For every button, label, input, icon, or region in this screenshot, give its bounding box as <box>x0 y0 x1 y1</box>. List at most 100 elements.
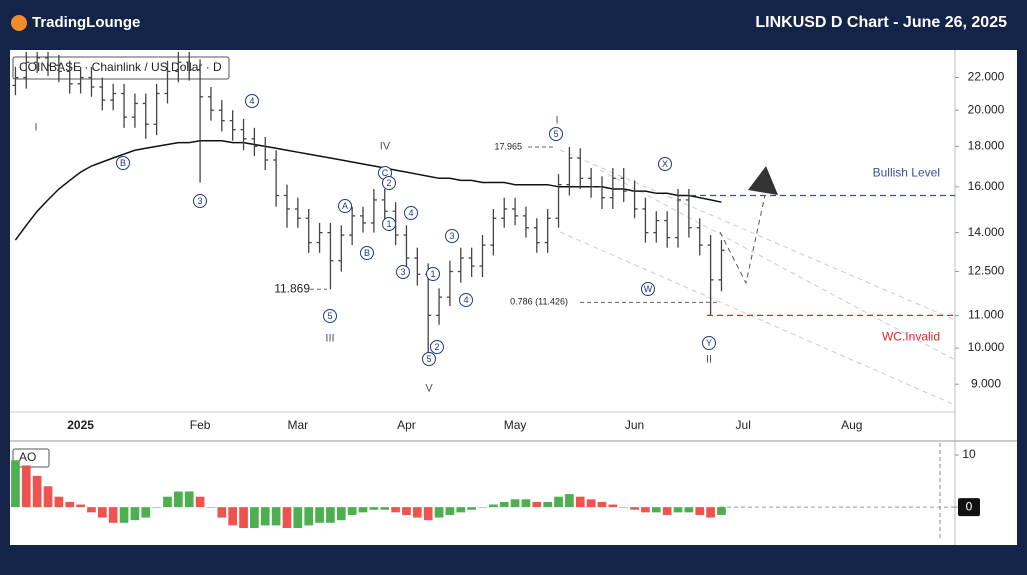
ao-bar <box>695 507 705 515</box>
wave-label: 3 <box>197 196 202 206</box>
ao-bar <box>521 499 531 508</box>
ao-bar <box>630 507 639 510</box>
wave-label: X <box>662 159 668 169</box>
ao-bar <box>499 501 509 508</box>
wave-label: A <box>342 201 348 211</box>
wave-circle <box>116 156 130 170</box>
ao-bar <box>119 507 129 523</box>
wave-label: 2 <box>386 178 391 188</box>
price-label: 17.965 <box>494 141 522 151</box>
ao-bar <box>174 491 183 508</box>
chart-panel <box>10 50 1017 545</box>
ao-bar <box>673 507 683 513</box>
wave-label: 4 <box>249 96 254 106</box>
y-tick-label: 22.000 <box>968 70 1005 84</box>
y-tick-label: 10.000 <box>968 340 1005 354</box>
ao-bar <box>423 507 433 521</box>
wave-label: 5 <box>426 354 431 364</box>
ao-bar <box>347 507 357 515</box>
wave-circle <box>549 127 563 141</box>
y-tick-label: 9.000 <box>971 376 1001 390</box>
ao-legend-box <box>12 448 50 468</box>
wave-label: I <box>555 114 558 126</box>
x-tick-label: Mar <box>288 418 309 432</box>
brand: TradingLounge <box>32 14 140 31</box>
wave-label: Y <box>706 338 712 348</box>
ao-bar <box>641 507 650 513</box>
wave-label: 3 <box>449 231 454 241</box>
ao-bar <box>717 507 726 515</box>
ao-bar <box>586 499 596 508</box>
ao-bar <box>369 507 379 510</box>
wave-label: 2 <box>434 342 439 352</box>
wave-circle <box>641 282 655 296</box>
ao-bar <box>87 507 96 513</box>
ao-bar <box>217 507 227 518</box>
projection-arrow <box>748 166 778 195</box>
price-label: 11.869 <box>274 281 310 295</box>
ao-bar <box>65 501 75 508</box>
ao-bar <box>271 507 281 526</box>
projection <box>719 194 766 285</box>
ao-bar <box>608 504 618 508</box>
price-label: 0.786 (11.426) <box>510 297 568 307</box>
y-tick-label: 11.000 <box>968 308 1004 322</box>
wave-label: I <box>34 121 37 133</box>
ao-bar <box>662 507 672 515</box>
price-pane <box>12 52 955 406</box>
y-tick-label: 16.000 <box>968 179 1005 193</box>
wave-circle <box>404 206 418 220</box>
ao-bar <box>619 507 629 508</box>
ao-bar <box>250 507 259 529</box>
wave-label: 1 <box>386 219 391 229</box>
ao-bar <box>543 501 553 508</box>
channel-line <box>599 169 955 361</box>
x-tick-label: Aug <box>841 418 862 432</box>
ao-bar <box>97 507 107 518</box>
y-tick-label: 14.000 <box>968 225 1005 239</box>
x-tick-label: May <box>504 418 527 432</box>
wave-circle <box>459 293 473 307</box>
wave-circle <box>382 176 396 190</box>
ao-bar <box>510 499 520 508</box>
wave-circle <box>430 340 444 354</box>
ao-bar <box>54 496 64 508</box>
ao-bar <box>456 507 466 513</box>
ao-bar <box>336 507 346 521</box>
ao-bar <box>76 504 85 508</box>
header-title: LINKUSD D Chart - June 26, 2025 <box>755 14 1007 31</box>
ao-bar <box>315 507 324 523</box>
wave-circle <box>338 199 352 213</box>
x-tick-label: Apr <box>397 418 416 432</box>
ao-bar <box>21 465 31 508</box>
moving-average <box>14 139 722 241</box>
ao-bar <box>532 501 542 508</box>
wave-circle <box>445 229 459 243</box>
wave-circle <box>382 217 396 231</box>
wave-circle <box>245 94 259 108</box>
ao-pane: 0 10 <box>11 447 980 529</box>
ao-bar <box>412 507 422 518</box>
wave-label: 5 <box>553 129 558 139</box>
ao-tick-label: 0 <box>966 499 973 513</box>
ao-bar <box>11 460 20 508</box>
ao-bar <box>163 496 172 508</box>
wave-label: 1 <box>430 269 435 279</box>
wave-circle <box>193 194 207 208</box>
ao-bar <box>706 507 715 518</box>
wave-label: IV <box>380 140 391 152</box>
wave-label: 4 <box>408 208 413 218</box>
ao-bar <box>489 504 498 508</box>
legend-box <box>12 56 230 80</box>
wave-label: W <box>644 284 653 294</box>
wave-label: III <box>325 332 334 344</box>
wave-label: B <box>120 158 126 168</box>
ao-bar <box>43 486 53 508</box>
wave-label: 4 <box>463 295 468 305</box>
ao-tick-label: 10 <box>962 447 976 461</box>
ao-bar <box>478 507 487 508</box>
level-label: WC.Invalid <box>882 330 940 344</box>
ao-bar <box>304 507 314 526</box>
ao-bar <box>195 496 205 508</box>
